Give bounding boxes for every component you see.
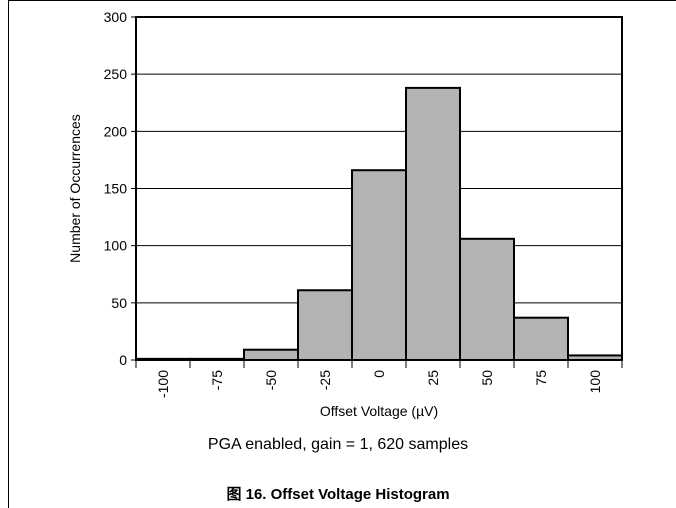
x-tick-label: 50: [479, 370, 495, 386]
histogram-bar: [459, 237, 515, 362]
x-tick-label: -100: [155, 370, 171, 398]
bars: [135, 86, 623, 362]
histogram-bar: [243, 348, 299, 361]
y-tick-label: 50: [111, 295, 127, 311]
histogram-chart: 0 50 100 150 200 250 300 -100 -75 -50 -25 0 25 50 75 1…: [67, 9, 623, 419]
x-axis-label: Offset Voltage (µV): [320, 403, 438, 419]
frame-left-border: [8, 0, 9, 508]
histogram-bar: [405, 86, 461, 362]
x-tick-label: -25: [317, 370, 333, 390]
y-tick-label: 150: [104, 181, 128, 197]
y-tick-label: 300: [104, 9, 128, 25]
figure-caption: 图 16. Offset Voltage Histogram: [226, 486, 450, 503]
x-axis: -100 -75 -50 -25 0 25 50 75 100: [135, 360, 623, 398]
x-tick-label: 75: [533, 370, 549, 386]
x-tick-label: 100: [587, 370, 603, 394]
y-axis-label: Number of Occurrences: [67, 114, 83, 263]
histogram-bar: [351, 169, 407, 361]
x-tick-label: -50: [263, 370, 279, 390]
y-tick-label: 200: [104, 123, 128, 139]
x-tick-label: 25: [425, 370, 441, 386]
chart-subcaption: PGA enabled, gain = 1, 620 samples: [207, 436, 469, 453]
y-tick-label: 100: [104, 238, 128, 254]
x-tick-label: -75: [209, 370, 225, 390]
y-axis: 0 50 100 150 200 250 300: [104, 9, 136, 368]
y-tick-label: 0: [119, 352, 127, 368]
y-tick-label: 250: [104, 66, 128, 82]
frame-top-border: [8, 0, 676, 1]
histogram-bar: [297, 289, 353, 361]
x-tick-label: 0: [371, 370, 387, 378]
histogram-bar: [513, 316, 569, 361]
